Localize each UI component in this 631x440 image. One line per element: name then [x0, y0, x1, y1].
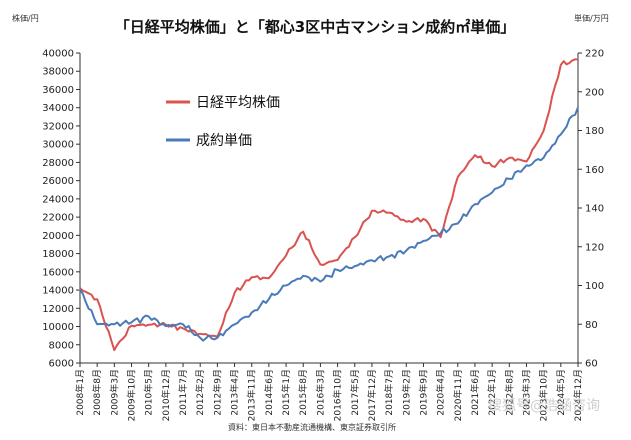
x-axis-tick-label: 2016年10月	[332, 369, 344, 421]
left-axis-unit: 株価/円	[12, 13, 39, 23]
left-axis-tick-label: 28000	[42, 158, 74, 169]
x-axis-tick-label: 2014年6月	[263, 369, 275, 416]
x-axis-tick-label: 2015年8月	[297, 369, 309, 416]
watermark-text: 搜狐号@浩涵咨询	[488, 398, 600, 414]
right-axis-tick-label: 160	[585, 165, 604, 176]
right-axis-tick-label: 200	[585, 87, 604, 98]
x-axis-tick-label: 2017年12月	[366, 369, 378, 421]
legend-label-nikkei: 日経平均株価	[196, 95, 280, 111]
left-axis-tick-label: 26000	[42, 176, 74, 187]
right-axis-tick-label: 140	[585, 204, 604, 215]
x-axis-tick-label: 2022年1月	[486, 369, 498, 416]
right-axis-tick-label: 60	[585, 359, 598, 370]
left-axis-tick-label: 30000	[42, 140, 74, 151]
left-axis-tick-label: 10000	[42, 322, 74, 333]
x-axis-tick-label: 2018年7月	[383, 369, 395, 416]
left-axis-tick-label: 40000	[42, 49, 74, 60]
x-axis-tick-label: 2020年4月	[435, 369, 447, 416]
left-axis-tick-label: 36000	[42, 85, 74, 96]
left-axis-tick-label: 38000	[42, 67, 74, 78]
x-axis-tick-label: 2010年5月	[143, 369, 155, 416]
left-axis-tick-label: 6000	[49, 359, 74, 370]
x-axis-tick-label: 2019年2月	[400, 369, 412, 416]
x-axis-tick-label: 2023年10月	[538, 369, 550, 421]
left-axis-tick-label: 8000	[49, 340, 74, 351]
chart-title: 「日経平均株価」と「都心3区中古マンション成約㎡単価」	[115, 18, 515, 36]
right-axis-tick-label: 180	[585, 126, 604, 137]
right-axis-tick-label: 100	[585, 281, 604, 292]
left-axis-tick-label: 18000	[42, 249, 74, 260]
plot-area: 6000 8000 10000 12000 14000 16000 18000 20000 22…	[42, 49, 604, 422]
x-axis-tick-label: 2020年11月	[452, 369, 464, 421]
left-axis-tick-label: 34000	[42, 103, 74, 114]
series-line-unit-price	[79, 106, 579, 342]
series-line-nikkei	[79, 58, 578, 352]
x-axis-tick-label: 2015年1月	[280, 369, 292, 416]
left-axis-tick-label: 32000	[42, 121, 74, 132]
x-axis-tick-label: 2019年9月	[417, 369, 429, 416]
right-axis-tick-label: 120	[585, 242, 604, 253]
x-axis-tick-label: 2022年8月	[503, 369, 515, 416]
left-axis-tick-label: 22000	[42, 213, 74, 224]
left-axis-tick-label: 14000	[42, 286, 74, 297]
right-axis-unit: 単価/万円	[574, 13, 609, 23]
left-axis-tick-label: 16000	[42, 267, 74, 278]
x-axis-tick-label: 2009年10月	[126, 369, 138, 421]
x-axis-tick-label: 2008年8月	[91, 369, 103, 416]
x-axis-tick-label: 2013年4月	[229, 369, 241, 416]
x-axis-tick-label: 2012年9月	[211, 369, 223, 416]
x-axis-tick-label: 2013年11月	[246, 369, 258, 421]
x-axis-tick-label: 2016年3月	[314, 369, 326, 416]
x-axis-tick-label: 2024年5月	[555, 369, 567, 416]
x-axis-tick-label: 2024年12月	[572, 369, 584, 421]
x-axis-tick-label: 2017年5月	[349, 369, 361, 416]
legend-label-unit-price: 成約単価	[196, 133, 252, 149]
right-axis-tick-label: 220	[585, 49, 604, 60]
right-axis-tick-label: 80	[585, 320, 598, 331]
left-axis-tick-label: 24000	[42, 194, 74, 205]
x-axis-tick-label: 2011年7月	[177, 369, 189, 416]
x-axis-tick-label: 2008年1月	[74, 369, 86, 416]
x-axis-tick-label: 2021年6月	[469, 369, 481, 416]
source-note: 資料：東日本不動産流通機構、東京証券取引所	[228, 422, 396, 432]
x-axis-tick-label: 2023年3月	[520, 369, 532, 416]
left-axis-tick-label: 20000	[42, 231, 74, 242]
left-axis-tick-label: 12000	[42, 304, 74, 315]
x-axis-tick-label: 2010年12月	[160, 369, 172, 421]
x-axis-tick-label: 2009年3月	[108, 369, 120, 416]
x-axis-tick-label: 2012年2月	[194, 369, 206, 416]
